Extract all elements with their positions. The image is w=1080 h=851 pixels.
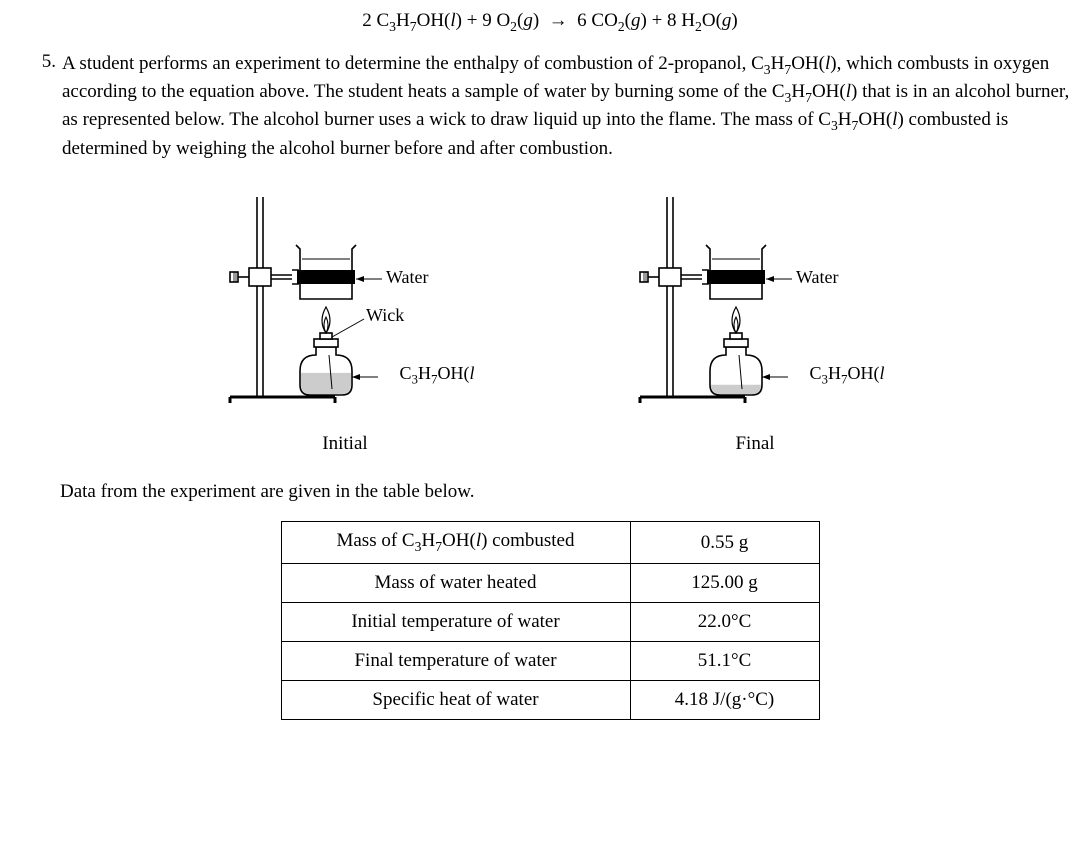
figure-initial: WaterWickC3H7OH(l) Initial [215,187,475,455]
table-value: 4.18 J/(g·°C) [630,681,819,720]
table-label: Mass of water heated [281,564,630,603]
figure-initial-caption: Initial [215,433,475,455]
figure-final-caption: Final [625,433,885,455]
figure-row: WaterWickC3H7OH(l) Initial WaterC3H7OH(l… [30,187,1070,455]
svg-text:Wick: Wick [366,305,404,325]
table-label: Specific heat of water [281,681,630,720]
table-label: Mass of C3H7OH(l) combusted [281,522,630,564]
table-value: 51.1°C [630,642,819,681]
table-value: 0.55 g [630,522,819,564]
figure-final: WaterC3H7OH(l) Final [625,187,885,455]
svg-text:Water: Water [796,267,839,287]
apparatus-initial-svg: WaterWickC3H7OH(l) [215,187,475,417]
data-table: Mass of C3H7OH(l) combusted0.55 gMass of… [281,521,820,720]
table-label: Final temperature of water [281,642,630,681]
table-value: 22.0°C [630,603,819,642]
question-text: A student performs an experiment to dete… [62,51,1070,161]
question-block: 5. A student performs an experiment to d… [30,51,1070,161]
table-intro-text: Data from the experiment are given in th… [60,481,1070,503]
question-number: 5. [30,51,62,73]
chemical-equation: 2 C3H7OH(l) + 9 O2(g) → 6 CO2(g) + 8 H2O… [30,10,1070,35]
svg-text:Water: Water [386,267,429,287]
table-label: Initial temperature of water [281,603,630,642]
apparatus-final-svg: WaterC3H7OH(l) [625,187,885,417]
table-value: 125.00 g [630,564,819,603]
